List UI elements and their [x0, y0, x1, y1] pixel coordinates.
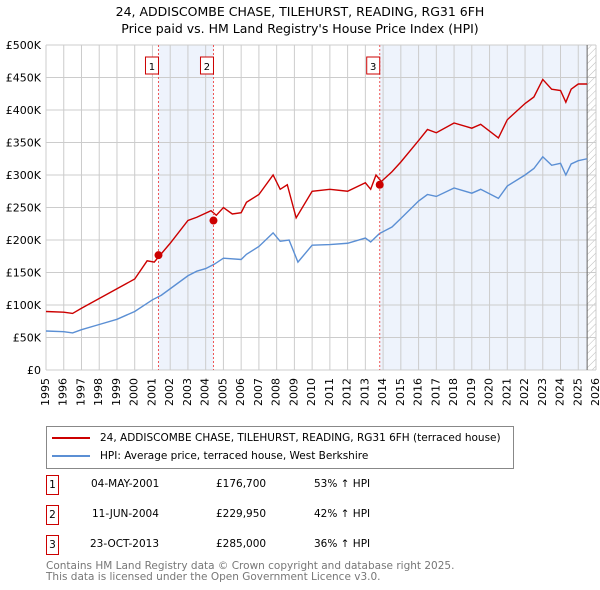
- legend-label: HPI: Average price, terraced house, West…: [100, 450, 369, 462]
- y-tick-label: £300K: [6, 169, 42, 182]
- sale-date: 11-JUN-2004: [92, 508, 159, 520]
- sale-row: 3 23-OCT-2013 £285,000 36% ↑ HPI: [46, 535, 446, 555]
- sale-date: 04-MAY-2001: [91, 478, 160, 490]
- x-tick-label: 2015: [394, 378, 407, 406]
- x-tick-label: 2026: [589, 378, 600, 406]
- legend-label: 24, ADDISCOMBE CHASE, TILEHURST, READING…: [100, 432, 501, 444]
- y-tick-label: £400K: [6, 104, 42, 117]
- x-tick-label: 2020: [483, 378, 496, 406]
- series-line: [45, 78, 588, 315]
- y-tick-label: £100K: [6, 299, 42, 312]
- footer-licence: This data is licensed under the Open Gov…: [46, 571, 381, 583]
- x-tick-label: 2024: [554, 378, 567, 406]
- sale-date: 23-OCT-2013: [90, 538, 159, 550]
- y-tick-label: £350K: [6, 137, 42, 150]
- x-tick-label: 2019: [465, 378, 478, 406]
- x-tick-label: 2025: [571, 378, 584, 406]
- x-tick-label: 2005: [216, 378, 229, 406]
- x-tick-label: 2000: [128, 378, 141, 406]
- x-tick-label: 1995: [39, 378, 52, 406]
- sale-price: £229,950: [216, 508, 267, 520]
- x-tick-label: 2007: [252, 378, 265, 406]
- sale-price: £176,700: [216, 478, 267, 490]
- sale-point: [375, 180, 384, 189]
- chart-title: 24, ADDISCOMBE CHASE, TILEHURST, READING…: [0, 3, 600, 37]
- footer-copyright: Contains HM Land Registry data © Crown c…: [46, 560, 455, 572]
- x-tick-label: 2022: [518, 378, 531, 406]
- sale-marker-box: [199, 56, 214, 75]
- x-tick-label: 2011: [323, 378, 336, 406]
- footer: Contains HM Land Registry data © Crown c…: [46, 561, 454, 583]
- sale-price: £285,000: [216, 538, 267, 550]
- sale-marker-label: 1: [46, 475, 59, 495]
- x-tick-label: 2023: [536, 378, 549, 406]
- sale-hpi: 42% ↑ HPI: [314, 508, 371, 520]
- legend-item-hpi: HPI: Average price, terraced house, West…: [47, 448, 368, 464]
- x-tick-label: 2012: [341, 378, 354, 406]
- series-line: [45, 155, 588, 334]
- sale-marker-label: 2: [46, 505, 59, 525]
- x-tick-label: 2003: [181, 378, 194, 406]
- x-tick-label: 2010: [305, 378, 318, 406]
- x-tick-label: 2021: [500, 378, 513, 406]
- x-tick-label: 2016: [412, 378, 425, 406]
- sale-marker-number: 2: [204, 62, 210, 73]
- x-tick-label: 2017: [429, 378, 442, 406]
- sale-row: 1 04-MAY-2001 £176,700 53% ↑ HPI: [46, 475, 446, 495]
- y-tick-label: £50K: [13, 332, 42, 345]
- sale-point: [154, 251, 163, 260]
- legend-swatch-blue: [52, 455, 90, 457]
- x-tick-label: 2013: [358, 378, 371, 406]
- subtitle-line: Price paid vs. HM Land Registry's House …: [121, 21, 479, 36]
- x-tick-label: 2004: [199, 378, 212, 406]
- legend: 24, ADDISCOMBE CHASE, TILEHURST, READING…: [46, 426, 514, 469]
- sale-row: 2 11-JUN-2004 £229,950 42% ↑ HPI: [46, 505, 446, 525]
- y-tick-label: £450K: [6, 72, 42, 85]
- price-chart: 1995 1996 1997 1998 1999 2000 2001 2002 2003 2004…: [6, 39, 600, 406]
- sale-hpi: 53% ↑ HPI: [314, 478, 371, 490]
- x-tick-label: 2001: [145, 378, 158, 406]
- sale-marker-number: 1: [149, 62, 155, 73]
- sale-marker-box: [366, 56, 381, 75]
- x-tick-label: 1997: [74, 378, 87, 406]
- x-tick-label: 2009: [287, 378, 300, 406]
- y-tick-label: £200K: [6, 234, 42, 247]
- legend-swatch-red: [52, 437, 90, 439]
- x-tick-label: 2014: [376, 378, 389, 406]
- sale-point: [209, 216, 218, 225]
- x-tick-label: 2018: [447, 378, 460, 406]
- x-tick-label: 1996: [57, 378, 70, 406]
- y-tick-label: £0: [27, 364, 41, 377]
- sale-marker-box: [144, 56, 159, 75]
- legend-item-property: 24, ADDISCOMBE CHASE, TILEHURST, READING…: [47, 430, 501, 446]
- x-tick-label: 2008: [270, 378, 283, 406]
- title-line: 24, ADDISCOMBE CHASE, TILEHURST, READING…: [115, 4, 485, 19]
- x-tick-label: 2002: [163, 378, 176, 406]
- sale-hpi: 36% ↑ HPI: [314, 538, 371, 550]
- sale-marker-number: 3: [370, 62, 376, 73]
- x-tick-label: 1998: [92, 378, 105, 406]
- y-tick-label: £250K: [6, 202, 42, 215]
- y-tick-label: £500K: [6, 39, 42, 52]
- sale-marker-label: 3: [46, 535, 59, 555]
- x-tick-label: 2006: [234, 378, 247, 406]
- x-tick-label: 1999: [110, 378, 123, 406]
- y-tick-label: £150K: [6, 267, 42, 280]
